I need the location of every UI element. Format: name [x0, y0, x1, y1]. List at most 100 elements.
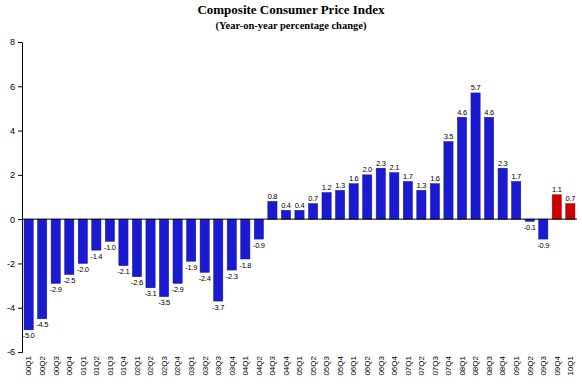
x-tick-label: 05Q4 [336, 355, 345, 375]
bar [281, 210, 290, 219]
bar [132, 219, 141, 277]
bar [78, 219, 87, 263]
data-label: 1.2 [322, 183, 332, 192]
bar [241, 219, 250, 259]
bar [214, 219, 223, 301]
data-label: -0.9 [537, 241, 549, 250]
bar [498, 168, 507, 219]
bar [159, 219, 168, 297]
data-labels: -5.0-4.5-2.9-2.5-2.0-1.4-1.0-2.1-2.6-3.1… [23, 83, 575, 340]
data-label: 0.4 [281, 201, 291, 210]
x-tick: 09Q1 [512, 355, 521, 375]
x-tick: 10Q1 [566, 355, 575, 375]
data-label: -1.8 [239, 261, 251, 270]
y-tick-mark [18, 131, 22, 132]
bar [539, 219, 548, 239]
y-tick-mark [18, 175, 22, 176]
x-tick-label: 08Q2 [471, 355, 480, 375]
x-tick-label: 09Q3 [539, 355, 548, 375]
x-tick-label: 10Q1 [566, 355, 575, 375]
x-tick-label: 00Q2 [38, 355, 47, 375]
data-label: 1.1 [552, 185, 562, 194]
x-tick: 05Q1 [295, 355, 304, 375]
y-tick: 6 [10, 82, 22, 92]
x-tick-label: 03Q3 [214, 355, 223, 375]
bar [471, 93, 480, 219]
bar [376, 168, 385, 219]
bar [295, 210, 304, 219]
y-tick: -6 [7, 347, 22, 357]
y-tick-mark [18, 219, 22, 220]
bar [200, 219, 209, 272]
x-tick-label: 05Q2 [309, 355, 318, 375]
data-label: -2.1 [118, 267, 130, 276]
x-tick-label: 06Q4 [390, 355, 399, 375]
data-label: -2.6 [131, 278, 143, 287]
x-tick-label: 04Q2 [255, 355, 264, 375]
y-tick-label: 6 [10, 82, 15, 92]
x-tick-label: 09Q1 [512, 355, 521, 375]
data-label: 2.0 [362, 165, 372, 174]
x-tick: 03Q1 [187, 355, 196, 375]
x-tick-label: 07Q4 [444, 355, 453, 375]
bars [24, 93, 575, 330]
bar [173, 219, 182, 283]
data-label: -1.4 [90, 252, 102, 261]
x-tick: 07Q1 [404, 355, 413, 375]
data-label: 1.3 [335, 181, 345, 190]
x-axis: 00Q100Q200Q300Q401Q101Q201Q301Q402Q102Q2… [24, 355, 575, 375]
data-label: -4.5 [36, 320, 48, 329]
x-tick: 04Q2 [255, 355, 264, 375]
bar [566, 204, 575, 220]
data-label: 0.7 [566, 194, 576, 203]
x-tick: 04Q4 [282, 355, 291, 375]
y-tick-label: 8 [10, 37, 15, 47]
y-tick-mark [18, 42, 22, 43]
data-label: -3.1 [145, 289, 157, 298]
x-tick: 02Q4 [173, 355, 182, 375]
data-label: 4.6 [484, 108, 494, 117]
y-tick-label: -2 [7, 259, 15, 269]
x-tick: 01Q3 [106, 355, 115, 375]
data-label: 0.8 [268, 192, 278, 201]
data-label: -2.0 [77, 265, 89, 274]
y-tick: 8 [10, 37, 22, 47]
y-tick: -2 [7, 259, 22, 269]
x-tick-label: 08Q1 [458, 355, 467, 375]
x-tick: 03Q3 [214, 355, 223, 375]
x-tick-label: 07Q3 [431, 355, 440, 375]
y-axis-line [18, 43, 23, 353]
bar [336, 190, 345, 219]
data-label: 0.7 [308, 194, 318, 203]
x-tick-label: 09Q2 [526, 355, 535, 375]
data-label: 2.3 [498, 159, 508, 168]
data-label: 4.6 [457, 108, 467, 117]
bar [417, 190, 426, 219]
x-tick: 08Q1 [458, 355, 467, 375]
x-tick-label: 06Q2 [363, 355, 372, 375]
data-label: -2.9 [172, 285, 184, 294]
bar [146, 219, 155, 288]
x-tick: 08Q2 [471, 355, 480, 375]
title: Composite Consumer Price Index [197, 2, 385, 17]
data-label: -1.9 [185, 263, 197, 272]
x-tick-label: 08Q3 [485, 355, 494, 375]
x-tick-label: 02Q3 [160, 355, 169, 375]
x-tick: 09Q3 [539, 355, 548, 375]
x-tick-label: 00Q4 [65, 355, 74, 375]
bar [390, 173, 399, 220]
data-label: -2.4 [199, 274, 211, 283]
x-tick-label: 01Q1 [79, 355, 88, 375]
x-tick: 08Q3 [485, 355, 494, 375]
x-tick-label: 04Q1 [241, 355, 250, 375]
bar [552, 195, 561, 219]
data-label: 0.4 [295, 201, 305, 210]
bar [485, 117, 494, 219]
data-label: -1.0 [104, 243, 116, 252]
x-tick-label: 02Q4 [173, 355, 182, 375]
bar [51, 219, 60, 283]
x-tick: 08Q4 [498, 355, 507, 375]
bar [105, 219, 114, 241]
x-tick: 03Q2 [200, 355, 209, 375]
x-tick: 07Q3 [431, 355, 440, 375]
